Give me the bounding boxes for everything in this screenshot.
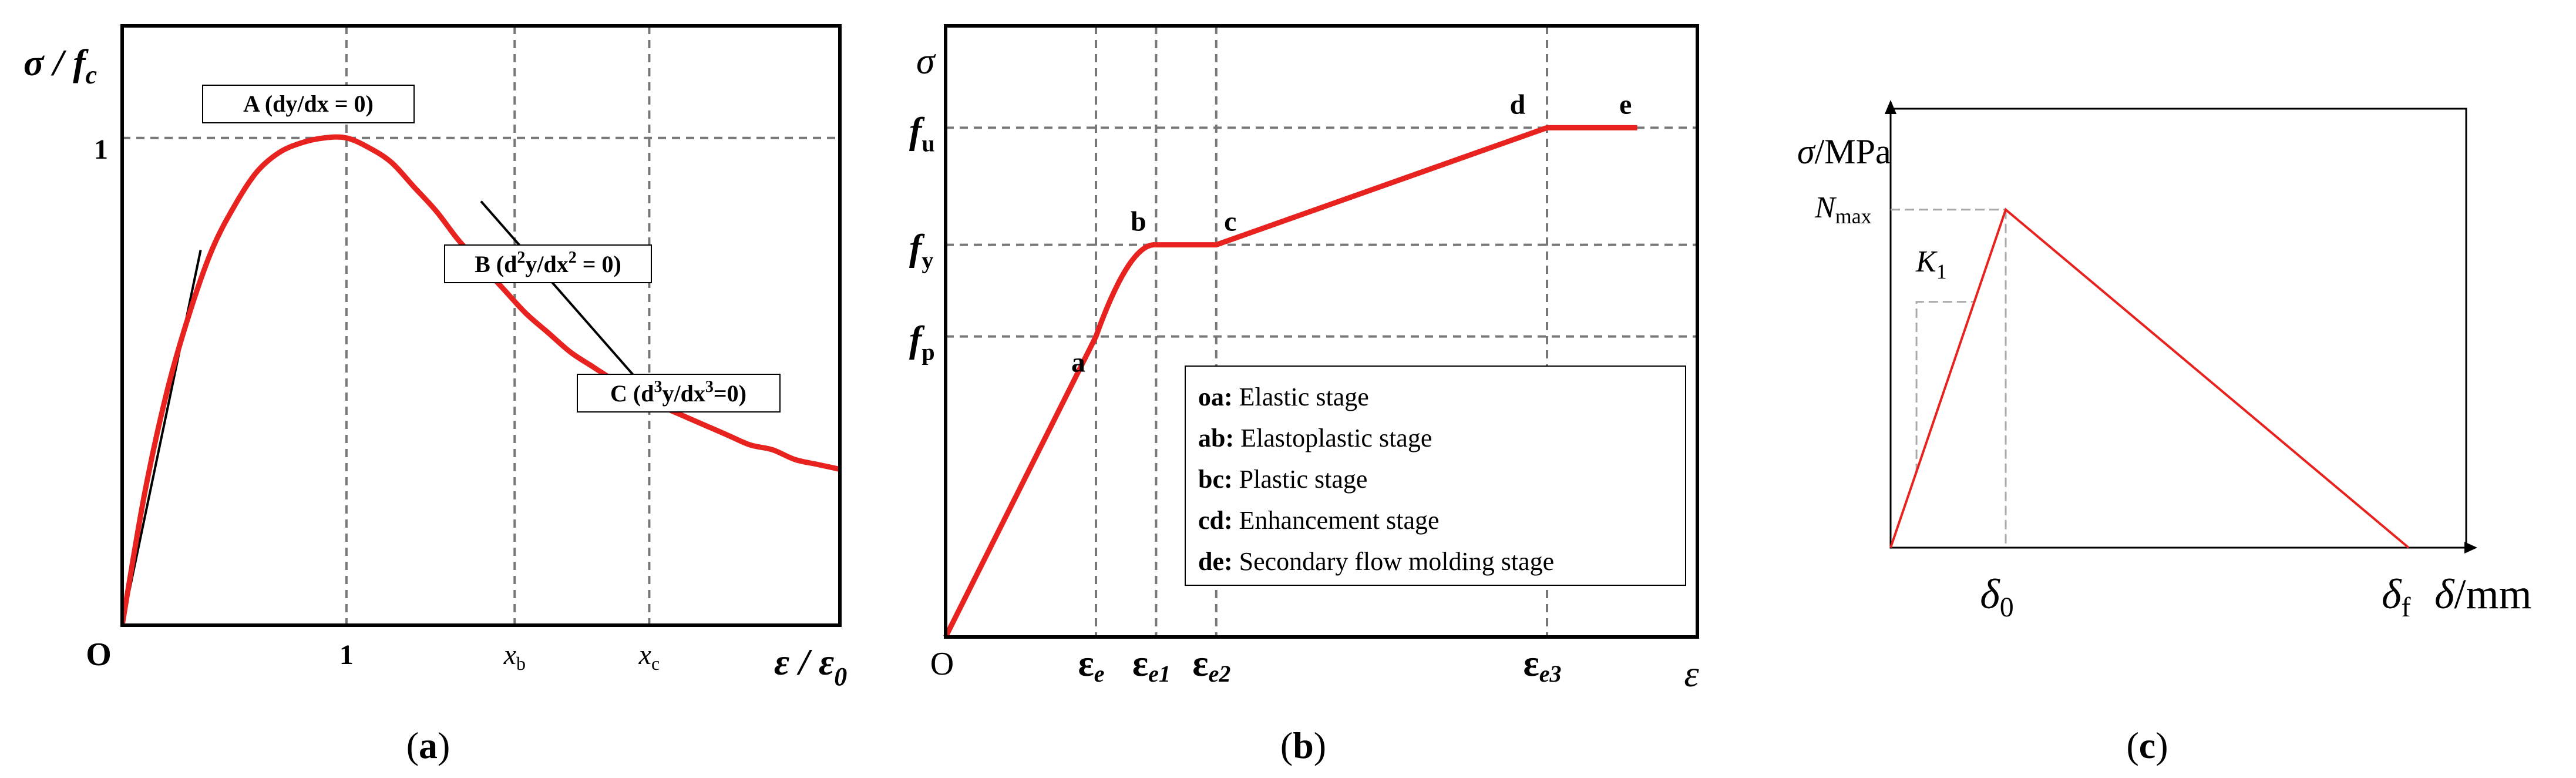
panel-b-legend-item-0: oa: Elastic stage xyxy=(1198,383,1369,411)
panel-c-x-axis-arrow xyxy=(2464,542,2477,554)
panel-b-y-tick-0: fu xyxy=(909,109,935,156)
svg-text:B (d2y/dx2 = 0): B (d2y/dx2 = 0) xyxy=(475,249,621,277)
panel-a-stress-strain-curve xyxy=(122,134,840,625)
panel-c-guide-lines xyxy=(1891,209,2007,548)
panel-b-point-e: e xyxy=(1619,89,1632,120)
panel-b-y-tick-labels: fu fy fp xyxy=(909,109,935,365)
panel-c-caption: (c) xyxy=(2126,725,2168,766)
panel-a-annotation-C: C (d3y/dx3=0) xyxy=(577,374,781,413)
panel-b-legend: oa: Elastic stage ab: Elastoplastic stage… xyxy=(1185,365,1686,586)
panel-a-x-tick-2: xc xyxy=(638,639,660,674)
panel-b-point-labels: a b c d e xyxy=(1071,89,1632,378)
panel-b-origin-label: O xyxy=(930,646,954,682)
annotation-C-mid: y/dx xyxy=(662,380,705,407)
panel-a-annotation-B: B (d2y/dx2 = 0) xyxy=(444,244,652,283)
panel-c-y-axis-arrow xyxy=(1885,100,1896,114)
panel-a-tangent-line-inflection xyxy=(480,200,662,407)
panel-c-frame xyxy=(1889,108,2467,549)
panel-a-caption: (a) xyxy=(406,725,450,766)
svg-text:C (d3y/dx3=0): C (d3y/dx3=0) xyxy=(610,378,746,407)
panel-c-y-axis-label: σ/MPa xyxy=(1797,132,1891,171)
panel-a-frame xyxy=(120,24,842,627)
panel-a-x-axis-label: ε / ε0 xyxy=(774,641,847,691)
panel-b-legend-item-2: bc: Plastic stage xyxy=(1198,465,1367,494)
panel-b-caption: (b) xyxy=(1280,725,1326,766)
annotation-C-sup2: 3 xyxy=(705,378,714,396)
annotation-C-sup: 3 xyxy=(654,378,662,396)
panel-c-y-tick-nmax: Nmax xyxy=(1814,191,1872,228)
panel-b-legend-item-1: ab: Elastoplastic stage xyxy=(1198,424,1432,452)
panel-b-legend-item-3: cd: Enhancement stage xyxy=(1198,506,1440,535)
panel-a-x-tick-0: 1 xyxy=(339,639,354,670)
panel-b-legend-item-4: de: Secondary flow molding stage xyxy=(1198,547,1554,576)
panel-b-y-tick-2: fp xyxy=(909,318,935,365)
panel-b-x-tick-1: εe1 xyxy=(1132,642,1171,687)
panel-c-slope-triangle xyxy=(1915,301,1975,474)
annotation-A-text: A (dy/dx = 0) xyxy=(243,90,374,117)
panel-b-x-tick-3: εe3 xyxy=(1523,642,1561,687)
panel-b-x-tick-labels: εe εe1 εe2 εe3 xyxy=(1078,642,1561,687)
panel-b-point-c: c xyxy=(1224,206,1236,237)
panel-c-bilinear-curve xyxy=(1889,207,2410,549)
panel-a-y-axis-label: σ / fc xyxy=(23,42,97,89)
panel-b-y-tick-1: fy xyxy=(909,227,933,274)
panel-b-x-tick-0: εe xyxy=(1078,642,1104,687)
panel-b-stress-strain-curve xyxy=(943,125,1637,639)
panel-c-x-tick-delta0: δ0 xyxy=(1980,571,2013,623)
panel-c-x-tick-deltaf: δf xyxy=(2382,571,2410,623)
panel-b-point-b: b xyxy=(1131,206,1146,237)
annotation-B-post: = 0) xyxy=(577,251,621,277)
panel-c: σ/MPa Nmax K1 δ0 δf δ/mm (c) xyxy=(1797,100,2531,766)
annotation-B-mid: y/dx xyxy=(525,251,568,277)
annotation-C-post: =0) xyxy=(714,380,746,407)
panel-b-x-tick-2: εe2 xyxy=(1192,642,1230,687)
annotation-B-sup: 2 xyxy=(517,249,525,267)
panel-a-annotation-A: A (dy/dx = 0) xyxy=(202,85,415,123)
panel-b-point-a: a xyxy=(1071,347,1085,378)
panel-c-slope-label: K1 xyxy=(1915,245,1947,283)
panel-b-y-axis-label: σ xyxy=(916,40,936,82)
panel-a-y-tick-1: 1 xyxy=(94,134,108,165)
panel-b-x-axis-label: ε xyxy=(1684,653,1699,695)
panel-a: A (dy/dx = 0) B (d2y/dx2 = 0) C (d3y/dx3… xyxy=(23,24,847,766)
panel-b: a b c d e oa: Elastic stage ab: Elastoplastic… xyxy=(909,24,1699,766)
panel-a-x-tick-labels: 1 xb xc xyxy=(339,639,660,674)
panel-a-gridlines xyxy=(122,26,840,625)
panel-c-x-axis-label: δ/mm xyxy=(2434,571,2531,618)
annotation-C-pre: C (d xyxy=(610,380,654,407)
annotation-B-pre: B (d xyxy=(475,251,517,277)
panel-a-x-tick-1: xb xyxy=(503,639,526,674)
panel-b-point-d: d xyxy=(1510,89,1526,120)
panel-a-origin-label: O xyxy=(86,636,112,673)
annotation-B-sup2: 2 xyxy=(569,249,577,267)
panel-b-frame xyxy=(944,24,1699,639)
